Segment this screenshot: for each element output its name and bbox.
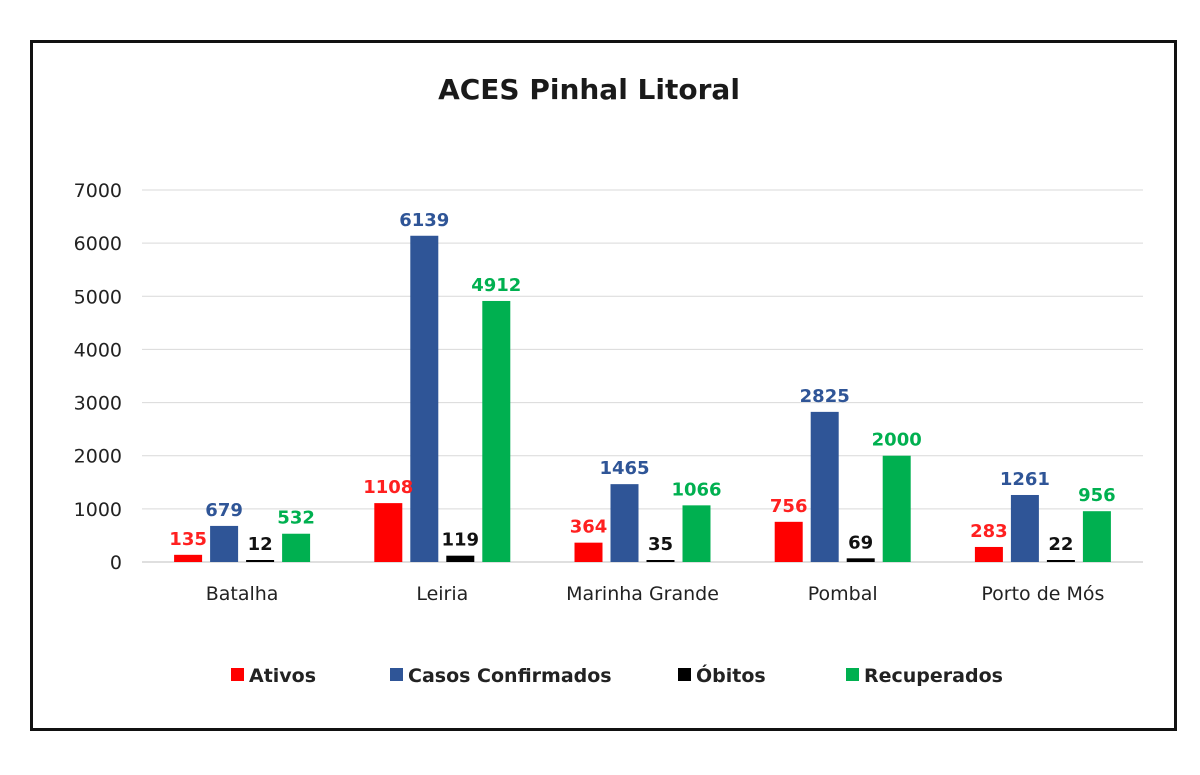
bar-recuperados-batalha [282,533,311,562]
data-label: 1066 [671,479,721,500]
bar-óbitos-marinha-grande [646,560,675,562]
bar-ativos-porto-de-mós [974,546,1003,562]
bar-casos-confirmados-marinha-grande [610,484,639,562]
bar-ativos-marinha-grande [574,542,603,562]
bar-óbitos-leiria [446,555,475,562]
y-axis: 0 1000 2000 3000 4000 5000 6000 7000 [74,180,122,574]
data-label: 2000 [872,430,922,451]
bar-ativos-leiria [374,503,403,562]
chart-title: ACES Pinhal Litoral [438,73,740,106]
legend-swatch [390,668,403,681]
legend-label: Recuperados [864,665,1003,687]
y-tick-label: 3000 [74,393,122,415]
x-tick-label: Marinha Grande [566,583,719,605]
bar-recuperados-porto-de-mós [1082,511,1111,562]
data-label: 35 [648,534,673,555]
data-label: 956 [1078,485,1116,506]
bar-casos-confirmados-porto-de-mós [1010,494,1039,562]
bars [174,235,1111,563]
bar-recuperados-marinha-grande [682,505,711,562]
gridlines [142,189,1143,563]
legend-swatch [231,668,244,681]
data-label: 12 [248,534,273,555]
bar-recuperados-leiria [482,300,511,562]
data-label: 1465 [599,458,649,479]
bar-ativos-pombal [774,521,803,562]
data-label: 1108 [363,477,413,498]
data-label: 1261 [1000,469,1050,490]
y-tick-label: 4000 [74,339,122,361]
x-axis: Batalha Leiria Marinha Grande Pombal Porto d… [206,583,1105,605]
data-label: 532 [277,508,315,529]
legend-label: Óbitos [696,663,766,687]
data-label: 679 [205,500,243,521]
bar-recuperados-pombal [882,455,911,562]
data-label: 22 [1048,534,1073,555]
bar-óbitos-batalha [246,560,275,562]
x-tick-label: Batalha [206,583,279,605]
y-tick-label: 6000 [74,233,122,255]
data-label: 364 [570,517,608,538]
data-label: 135 [169,529,207,550]
x-tick-label: Pombal [808,583,878,605]
bar-casos-confirmados-pombal [810,411,839,562]
data-label: 4912 [471,275,521,296]
bar-óbitos-porto-de-mós [1046,560,1075,562]
legend: Ativos Casos Confirmados Óbitos Recuperados [231,663,1003,687]
data-label: 2825 [800,386,850,407]
y-tick-label: 1000 [74,499,122,521]
data-label: 6139 [399,210,449,231]
bar-casos-confirmados-leiria [410,235,439,563]
x-tick-label: Porto de Mós [981,583,1104,605]
y-tick-label: 7000 [74,180,122,202]
y-tick-label: 0 [110,552,122,574]
bar-ativos-batalha [174,554,203,562]
x-tick-label: Leiria [416,583,468,605]
y-tick-label: 5000 [74,286,122,308]
data-label: 283 [970,521,1008,542]
legend-label: Ativos [249,665,316,687]
legend-swatch [846,668,859,681]
bar-óbitos-pombal [846,558,875,562]
bar-casos-confirmados-batalha [210,525,239,562]
data-label: 119 [442,530,480,551]
data-label: 69 [848,532,873,553]
legend-swatch [678,668,691,681]
chart-frame [30,40,1177,731]
y-tick-label: 2000 [74,446,122,468]
legend-label: Casos Confirmados [408,665,612,687]
data-label: 756 [770,496,808,517]
